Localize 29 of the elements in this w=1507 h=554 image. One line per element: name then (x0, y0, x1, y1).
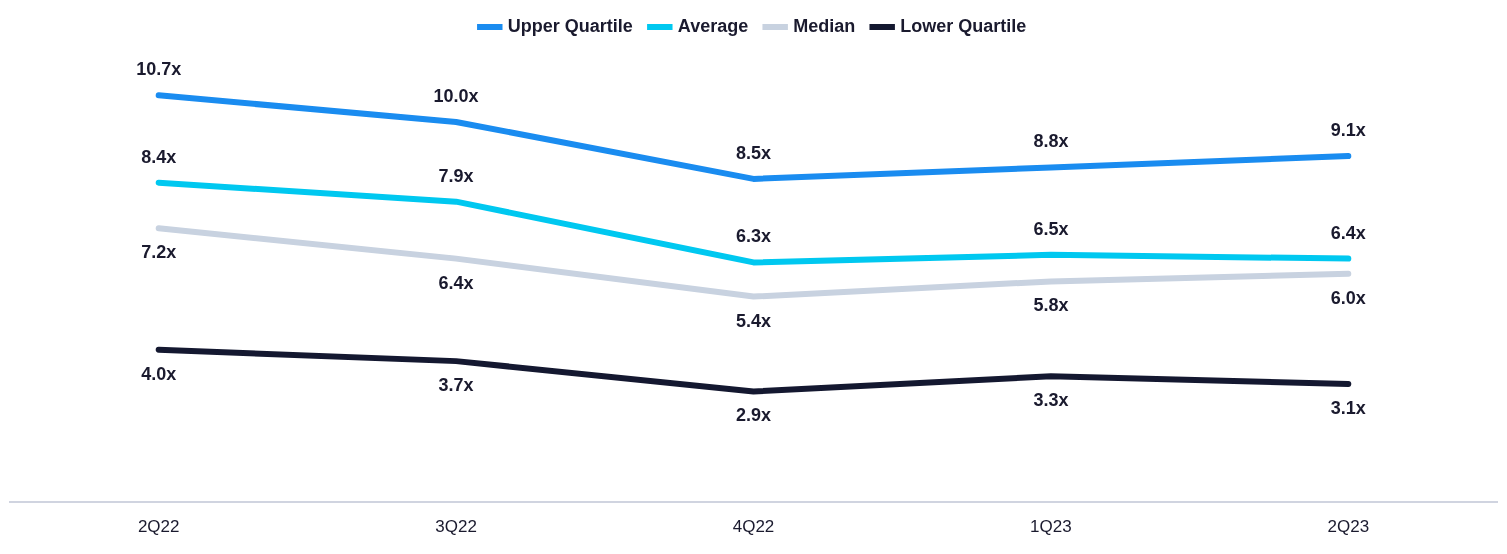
data-label: 8.5x (735, 142, 772, 163)
legend-label: Lower Quartile (900, 15, 1027, 36)
legend-label: Median (793, 15, 856, 36)
data-label: 9.1x (1330, 120, 1366, 141)
data-label: 7.2x (141, 242, 177, 263)
data-label: 5.4x (735, 310, 772, 331)
data-label: 5.8x (1033, 295, 1069, 316)
data-label: 6.4x (438, 272, 474, 293)
legend-label: Average (677, 15, 749, 36)
x-tick-label: 2Q22 (137, 517, 180, 537)
legend-label: Upper Quartile (507, 15, 633, 36)
data-label: 10.7x (136, 59, 182, 80)
data-label: 2.9x (735, 405, 772, 426)
data-label: 6.5x (1033, 218, 1069, 239)
data-label: 3.1x (1330, 397, 1366, 418)
data-label: 3.7x (438, 375, 474, 396)
data-label: 7.9x (438, 165, 474, 186)
x-tick-label: 1Q23 (1030, 517, 1072, 537)
data-label: 10.0x (433, 85, 479, 106)
data-label: 8.4x (141, 146, 177, 167)
data-label: 6.0x (1330, 287, 1366, 308)
data-label: 8.8x (1033, 131, 1069, 152)
data-label: 4.0x (141, 363, 177, 384)
x-tick-label: 4Q22 (732, 517, 775, 537)
x-tick-label: 2Q23 (1327, 517, 1370, 537)
data-label: 6.4x (1330, 222, 1366, 243)
data-label: 3.3x (1033, 390, 1069, 411)
x-tick-label: 3Q22 (435, 517, 477, 537)
data-label: 6.3x (735, 226, 772, 247)
